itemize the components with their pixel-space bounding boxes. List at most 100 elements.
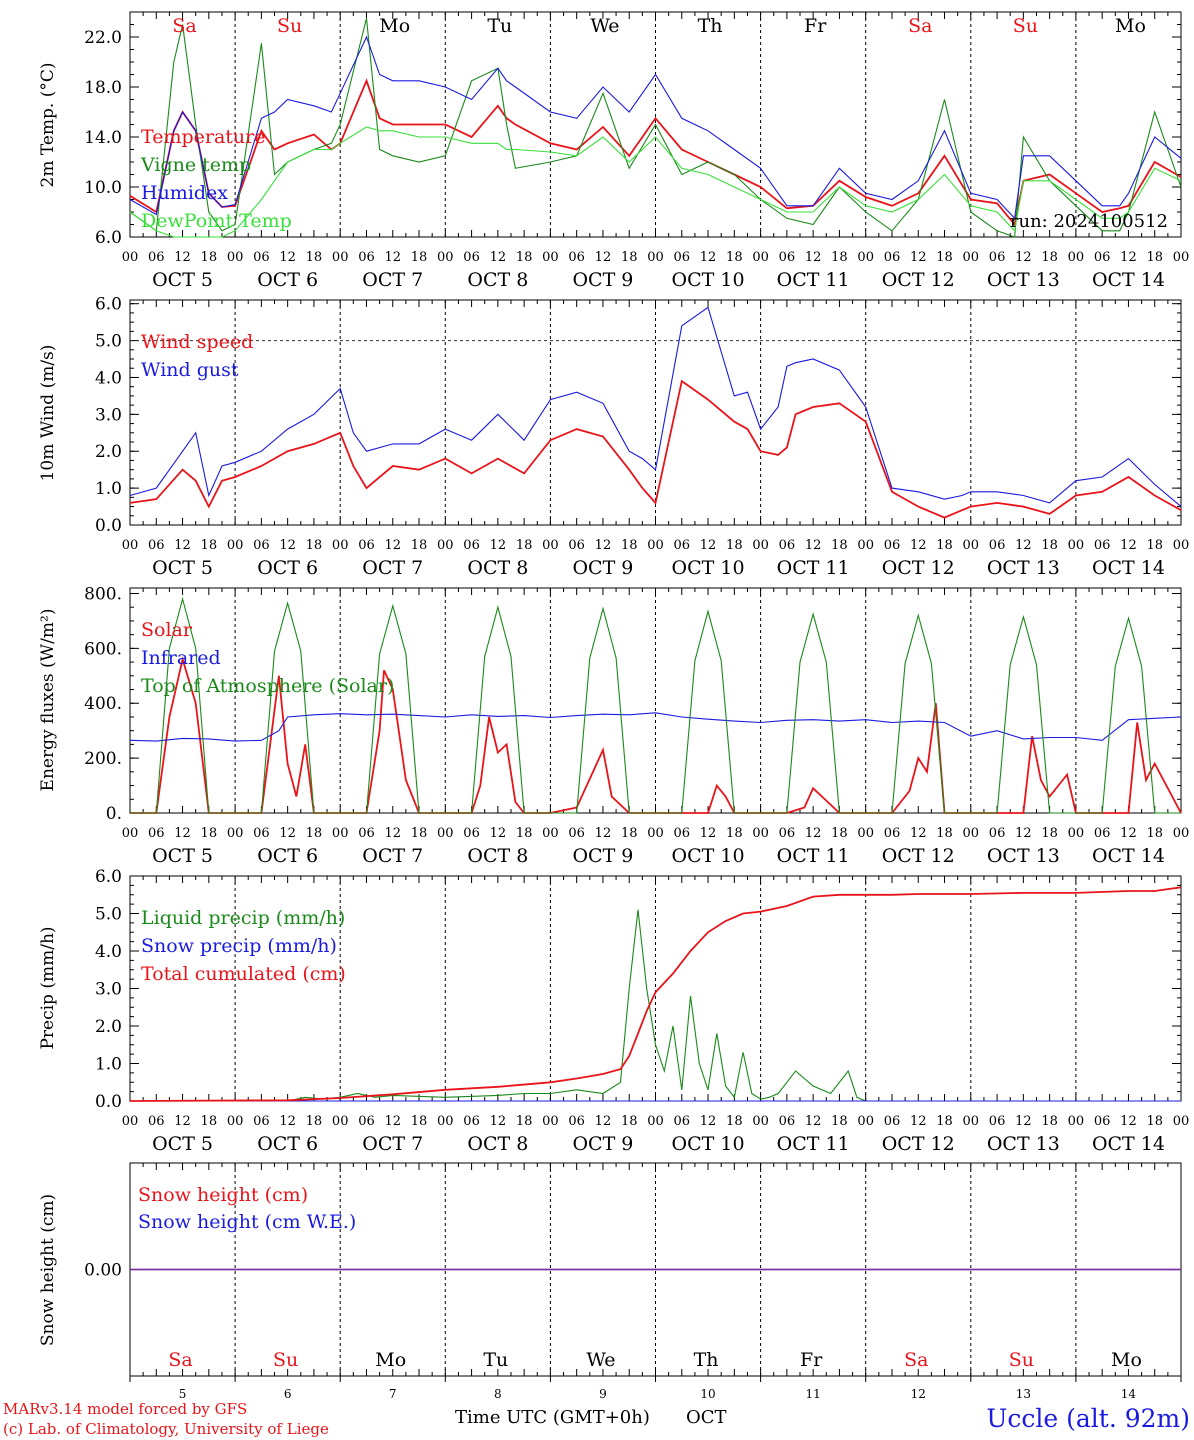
hour-label: 12 bbox=[490, 1114, 507, 1129]
day-number: 8 bbox=[494, 1387, 502, 1401]
hour-label: 06 bbox=[989, 826, 1006, 841]
hour-label: 12 bbox=[700, 250, 717, 265]
hour-label: 06 bbox=[1094, 1114, 1111, 1129]
date-label: OCT 12 bbox=[882, 845, 955, 867]
hour-label: 18 bbox=[201, 538, 218, 553]
panel-4: 0.0 1.0 2.0 3.0 4.0 5.0 6.0 Precip (mm/h) Liquid… bbox=[38, 867, 1189, 1155]
day-number: 9 bbox=[599, 1387, 607, 1401]
hour-label: 18 bbox=[411, 1114, 428, 1129]
legend-entry: DewPoint Temp bbox=[141, 210, 292, 232]
hour-label: 06 bbox=[568, 826, 585, 841]
date-label: OCT 9 bbox=[572, 845, 633, 867]
date-label: OCT 10 bbox=[672, 557, 745, 579]
y-tick-label: 4.0 bbox=[95, 368, 122, 388]
hour-label: 12 bbox=[174, 1114, 191, 1129]
y-axis-label: Snow height (cm) bbox=[38, 1194, 58, 1346]
hour-label: 12 bbox=[910, 250, 927, 265]
hour-label: 06 bbox=[989, 250, 1006, 265]
legend-entry: Wind speed bbox=[141, 331, 253, 353]
date-label: OCT 9 bbox=[572, 269, 633, 291]
hour-label: 12 bbox=[700, 826, 717, 841]
panel-5: 0.00 Snow height (cm) Snow height (cm) Snow… bbox=[38, 1162, 1182, 1401]
series-line-top-of-atmosphere-solar bbox=[130, 596, 1181, 814]
date-label: OCT 14 bbox=[1092, 845, 1165, 867]
y-tick-label: 600. bbox=[84, 639, 122, 659]
hour-label: 06 bbox=[253, 1114, 270, 1129]
hour-label: 00 bbox=[437, 1114, 454, 1129]
hour-label: 18 bbox=[306, 538, 323, 553]
y-tick-label: 800. bbox=[84, 584, 122, 604]
date-label: OCT 6 bbox=[257, 845, 318, 867]
day-number: 10 bbox=[700, 1387, 715, 1401]
hour-label: 06 bbox=[779, 1114, 796, 1129]
date-label: OCT 7 bbox=[362, 845, 423, 867]
hour-label: 06 bbox=[989, 1114, 1006, 1129]
legend-entry: Solar bbox=[141, 619, 193, 641]
date-label: OCT 6 bbox=[257, 1133, 318, 1155]
hour-label: 00 bbox=[752, 826, 769, 841]
day-number: 13 bbox=[1016, 1387, 1031, 1401]
hour-label: 12 bbox=[595, 826, 612, 841]
hour-label: 06 bbox=[989, 538, 1006, 553]
hour-label: 18 bbox=[1041, 538, 1058, 553]
model-credit: MARv3.14 model forced by GFS bbox=[3, 1400, 247, 1418]
hour-label: 00 bbox=[1173, 538, 1190, 553]
series-line-liquid-precip-mm-h bbox=[130, 909, 1181, 1102]
date-label: OCT 5 bbox=[152, 845, 213, 867]
hour-label: 18 bbox=[726, 826, 743, 841]
hour-label: 00 bbox=[963, 1114, 980, 1129]
date-label: OCT 11 bbox=[777, 845, 850, 867]
series-line-infrared bbox=[129, 712, 1182, 742]
date-label: OCT 14 bbox=[1092, 269, 1165, 291]
hour-label: 06 bbox=[358, 250, 375, 265]
hour-label: 18 bbox=[306, 826, 323, 841]
hour-label: 12 bbox=[910, 826, 927, 841]
y-tick-label: 18.0 bbox=[84, 78, 122, 98]
hour-label: 00 bbox=[647, 1114, 664, 1129]
hour-label: 12 bbox=[174, 538, 191, 553]
hour-label: 06 bbox=[148, 538, 165, 553]
hour-label: 00 bbox=[122, 826, 139, 841]
hour-label: 06 bbox=[1094, 826, 1111, 841]
y-tick-label: 14.0 bbox=[84, 128, 122, 148]
hour-label: 06 bbox=[463, 826, 480, 841]
y-tick-label: 3.0 bbox=[95, 980, 122, 1000]
day-number: 12 bbox=[911, 1387, 926, 1401]
hour-label: 00 bbox=[647, 538, 664, 553]
hour-label: 00 bbox=[332, 250, 349, 265]
hour-label: 12 bbox=[910, 538, 927, 553]
legend-entry: Humidex bbox=[141, 182, 228, 204]
hour-label: 00 bbox=[1068, 1114, 1085, 1129]
hour-label: 00 bbox=[1068, 250, 1085, 265]
hour-label: 00 bbox=[752, 538, 769, 553]
date-label: OCT 11 bbox=[777, 557, 850, 579]
hour-label: 06 bbox=[253, 250, 270, 265]
legend-entry: Top of Atmosphere (Solar) bbox=[141, 675, 394, 697]
day-name: Sa bbox=[168, 1349, 192, 1371]
series-line-wind-speed bbox=[129, 379, 1182, 519]
y-tick-label: 2.0 bbox=[95, 1017, 122, 1037]
hour-label: 00 bbox=[332, 826, 349, 841]
y-tick-label: 1.0 bbox=[95, 479, 122, 499]
hour-label: 18 bbox=[411, 250, 428, 265]
y-tick-label: 22.0 bbox=[84, 28, 122, 48]
series-line-vigne-temp bbox=[129, 18, 1182, 238]
hour-label: 06 bbox=[358, 826, 375, 841]
hour-label: 18 bbox=[936, 538, 953, 553]
hour-label: 12 bbox=[595, 250, 612, 265]
hour-label: 18 bbox=[306, 1114, 323, 1129]
date-label: OCT 8 bbox=[467, 269, 528, 291]
hour-label: 00 bbox=[542, 826, 559, 841]
hour-label: 12 bbox=[700, 538, 717, 553]
y-tick-label: 0.0 bbox=[95, 516, 122, 536]
legend-entry: Snow height (cm) bbox=[138, 1184, 308, 1206]
hour-label: 00 bbox=[227, 1114, 244, 1129]
station-label: Uccle (alt. 92m) bbox=[986, 1404, 1190, 1433]
date-label: OCT 10 bbox=[672, 1133, 745, 1155]
hour-label: 12 bbox=[595, 538, 612, 553]
x-axis-label: Time UTC (GMT+0h) bbox=[455, 1407, 650, 1428]
day-name: Mo bbox=[375, 1349, 406, 1371]
hour-label: 12 bbox=[1015, 538, 1032, 553]
hour-label: 18 bbox=[726, 538, 743, 553]
y-tick-label: 2.0 bbox=[95, 442, 122, 462]
